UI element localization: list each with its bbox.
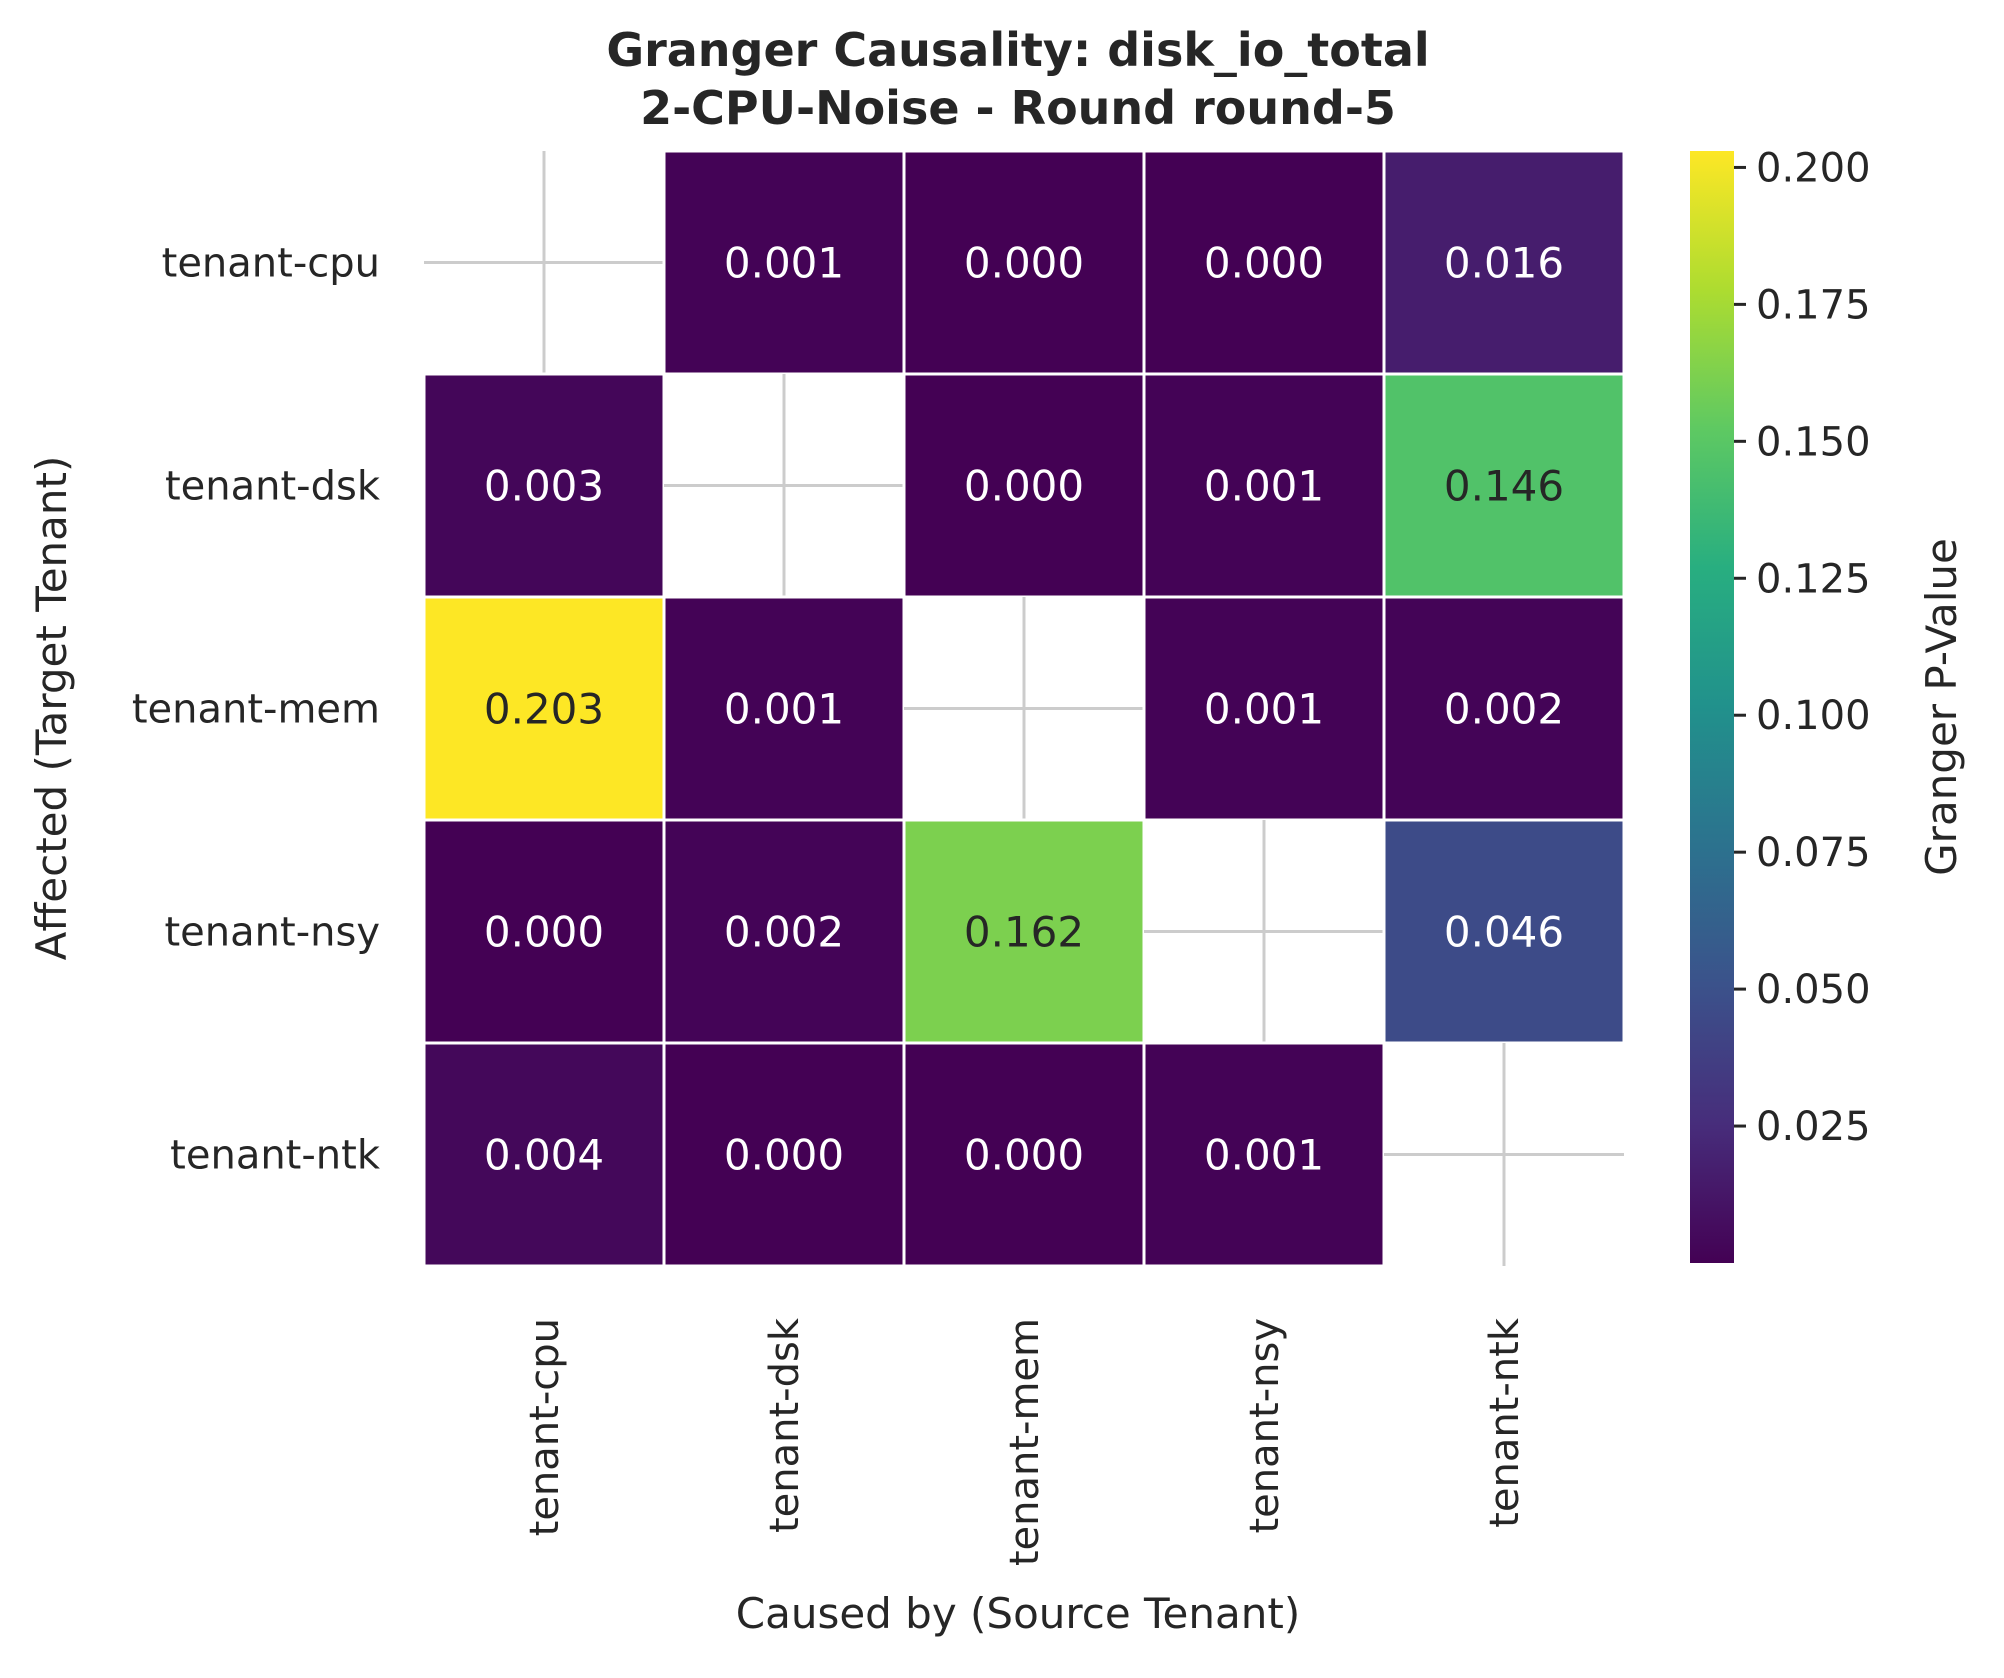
x-axis-label: Caused by (Source Tenant) <box>736 1589 1300 1638</box>
y-tick-label: tenant-ntk <box>170 1133 381 1179</box>
colorbar-ticks: 0.025 0.050 0.075 0.100 0.125 0.150 0.175 0.200 <box>1734 145 1871 1150</box>
heatmap-cell <box>1382 372 1626 599</box>
cell-value-label: 0.003 <box>484 462 604 511</box>
cell-value-label: 0.000 <box>1204 239 1324 288</box>
heatmap-cell <box>662 818 906 1045</box>
cell-value-label: 0.001 <box>724 685 844 734</box>
colorbar-tick-label: 0.075 <box>1756 830 1871 876</box>
cell-value-label: 0.000 <box>964 1131 1084 1180</box>
cell-value-label: 0.001 <box>1204 462 1324 511</box>
colorbar-tick-label: 0.050 <box>1756 967 1871 1013</box>
colorbar <box>1690 151 1734 1263</box>
cell-value-label: 0.000 <box>964 462 1084 511</box>
heatmap-cell <box>1142 1041 1386 1268</box>
heatmap-cell <box>902 149 1146 376</box>
heatmap-cell <box>662 149 906 376</box>
x-tick-label: tenant-ntk <box>1482 1317 1528 1528</box>
x-tick-label: tenant-dsk <box>762 1317 808 1533</box>
heatmap-cell <box>422 818 666 1045</box>
heatmap-cell <box>422 1041 666 1268</box>
cell-value-label: 0.001 <box>1204 1131 1324 1180</box>
cell-value-label: 0.162 <box>964 908 1084 957</box>
y-tick-label: tenant-dsk <box>165 464 381 510</box>
colorbar-tick-label: 0.100 <box>1756 693 1871 739</box>
heatmap-cell <box>662 1041 906 1268</box>
heatmap-cell <box>1382 149 1626 376</box>
heatmap-cells: 0.001 0.000 0.000 0.016 0.003 0.000 0.001 0.146… <box>422 149 1626 1268</box>
cell-value-label: 0.203 <box>484 685 604 734</box>
y-tick-label: tenant-mem <box>132 687 380 733</box>
cell-value-label: 0.001 <box>1204 685 1324 734</box>
heatmap-cell <box>1142 595 1386 822</box>
x-tick-label: tenant-nsy <box>1242 1318 1288 1534</box>
colorbar-tick-label: 0.175 <box>1756 282 1871 328</box>
colorbar-tick-label: 0.200 <box>1756 145 1871 191</box>
colorbar-tick-label: 0.025 <box>1756 1104 1871 1150</box>
chart-title-line-1: Granger Causality: disk_io_total <box>606 23 1429 77</box>
y-tick-labels: tenant-cpu tenant-dsk tenant-mem tenant-nsy… <box>132 241 381 1179</box>
colorbar-tick-label: 0.125 <box>1756 556 1871 602</box>
y-tick-label: tenant-nsy <box>165 910 381 956</box>
heatmap-cell <box>902 372 1146 599</box>
cell-value-label: 0.046 <box>1444 908 1564 957</box>
colorbar-tick-label: 0.150 <box>1756 419 1871 465</box>
cell-value-label: 0.001 <box>724 239 844 288</box>
colorbar-label: Granger P-Value <box>1917 538 1966 876</box>
x-tick-label: tenant-mem <box>1002 1318 1048 1566</box>
cell-value-label: 0.146 <box>1444 462 1564 511</box>
heatmap-cell <box>902 1041 1146 1268</box>
chart-title-line-2: 2-CPU-Noise - Round round-5 <box>640 81 1396 135</box>
heatmap-cell <box>662 595 906 822</box>
heatmap-cell <box>1142 149 1386 376</box>
heatmap-cell <box>1382 595 1626 822</box>
cell-value-label: 0.000 <box>724 1131 844 1180</box>
heatmap-cell <box>422 595 666 822</box>
x-tick-labels: tenant-cpu tenant-dsk tenant-mem tenant-nsy… <box>522 1317 1528 1566</box>
x-tick-label: tenant-cpu <box>522 1318 568 1536</box>
cell-value-label: 0.000 <box>484 908 604 957</box>
y-axis-label: Affected (Target Tenant) <box>27 456 76 961</box>
cell-value-label: 0.004 <box>484 1131 604 1180</box>
heatmap-cell <box>1382 818 1626 1045</box>
cell-value-label: 0.000 <box>964 239 1084 288</box>
cell-value-label: 0.016 <box>1444 239 1564 288</box>
y-tick-label: tenant-cpu <box>162 241 380 287</box>
cell-value-label: 0.002 <box>724 908 844 957</box>
cell-value-label: 0.002 <box>1444 685 1564 734</box>
